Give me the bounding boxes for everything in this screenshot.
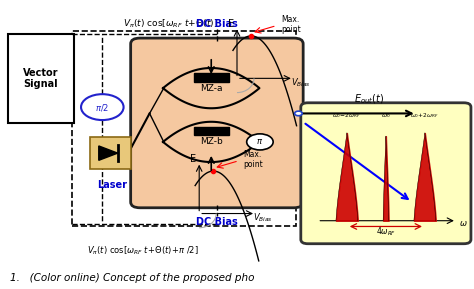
- Text: 1.   (Color online) Concept of the proposed pho: 1. (Color online) Concept of the propose…: [10, 273, 255, 283]
- Text: DC Bias: DC Bias: [196, 217, 238, 227]
- Text: $V_{\pi}(t)\ \cos[\omega_{RF}\ t\!+\!\Theta(t)]$: $V_{\pi}(t)\ \cos[\omega_{RF}\ t\!+\!\Th…: [123, 17, 219, 30]
- Text: Vector
Signal: Vector Signal: [23, 68, 59, 89]
- Text: $\omega_0\!+\!2\omega_{RF}$: $\omega_0\!+\!2\omega_{RF}$: [410, 111, 439, 120]
- FancyBboxPatch shape: [301, 103, 471, 244]
- Text: $\omega_0\!-\!2\omega_{RF}$: $\omega_0\!-\!2\omega_{RF}$: [332, 111, 361, 120]
- FancyBboxPatch shape: [194, 73, 229, 82]
- Text: MZ-b: MZ-b: [200, 137, 223, 147]
- Text: $V_{\pi}(t)\ \cos[\omega_{RF}\ t\!+\!\Theta(t)\!+\!\pi\ /2]$: $V_{\pi}(t)\ \cos[\omega_{RF}\ t\!+\!\Th…: [87, 245, 199, 257]
- Text: $\omega_0$: $\omega_0$: [381, 112, 391, 120]
- Text: $V_{Bias}$: $V_{Bias}$: [291, 76, 311, 89]
- Text: DC Bias: DC Bias: [196, 19, 238, 29]
- Text: $\pi$: $\pi$: [256, 137, 264, 147]
- Text: E: E: [191, 154, 197, 164]
- Text: Laser: Laser: [97, 180, 127, 190]
- Text: E: E: [228, 19, 234, 29]
- FancyBboxPatch shape: [194, 127, 229, 136]
- Text: MZ-a: MZ-a: [200, 84, 222, 93]
- Text: $\pi/2$: $\pi/2$: [95, 102, 109, 113]
- FancyBboxPatch shape: [131, 38, 303, 208]
- Text: Max.
point: Max. point: [282, 15, 301, 34]
- Text: $\omega$: $\omega$: [459, 218, 468, 227]
- Text: Max.
point: Max. point: [244, 150, 264, 169]
- Circle shape: [81, 94, 124, 120]
- Circle shape: [246, 134, 273, 150]
- Circle shape: [295, 111, 302, 116]
- Text: $4\omega_{RF}$: $4\omega_{RF}$: [376, 225, 396, 238]
- Text: $V_{Bias}$: $V_{Bias}$: [253, 212, 273, 224]
- FancyBboxPatch shape: [91, 137, 131, 169]
- FancyBboxPatch shape: [8, 34, 74, 123]
- Polygon shape: [99, 146, 118, 160]
- Text: $E_{out}(t)$: $E_{out}(t)$: [354, 92, 384, 106]
